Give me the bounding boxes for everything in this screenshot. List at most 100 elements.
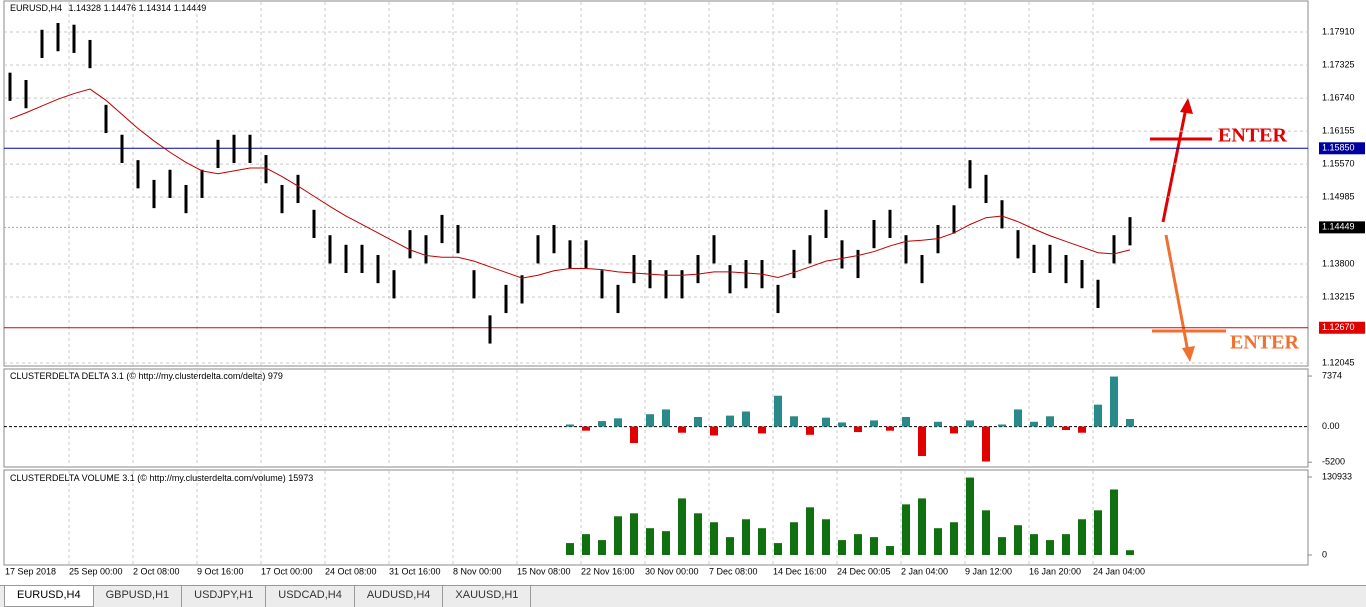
price-bar bbox=[472, 270, 476, 299]
indicator-bar bbox=[582, 534, 590, 555]
x-tick-label: 22 Nov 16:00 bbox=[581, 566, 635, 576]
low: 1.14314 bbox=[139, 3, 172, 13]
indicator-bar bbox=[630, 513, 638, 555]
x-tick-label: 2 Oct 08:00 bbox=[133, 566, 180, 576]
indicator-bar bbox=[566, 424, 574, 427]
annotation: ENTER bbox=[1218, 125, 1287, 147]
x-tick-label: 31 Oct 16:00 bbox=[389, 566, 441, 576]
indicator-bar bbox=[614, 418, 622, 427]
chart-tab[interactable]: GBPUSD,H1 bbox=[94, 586, 183, 607]
y-tick-label: 1.13800 bbox=[1322, 258, 1355, 268]
level-label-box bbox=[1319, 142, 1365, 155]
price-bar bbox=[936, 225, 940, 254]
indicator-bar bbox=[710, 426, 718, 436]
indicator-bar bbox=[742, 411, 750, 427]
current-price-label: 1.14449 bbox=[1322, 222, 1355, 232]
price-bar bbox=[616, 284, 620, 314]
y-tick-label: 1.12045 bbox=[1322, 357, 1355, 367]
indicator-bar bbox=[646, 528, 654, 555]
indicator-bar bbox=[1110, 376, 1118, 427]
x-tick-label: 8 Nov 00:00 bbox=[453, 566, 502, 576]
indicator-bar bbox=[918, 498, 926, 555]
y-tick-label: 1.17910 bbox=[1322, 26, 1355, 36]
price-bar bbox=[1112, 235, 1116, 264]
price-bar bbox=[120, 134, 124, 163]
price-bar bbox=[24, 80, 28, 109]
indicator-bar bbox=[1062, 534, 1070, 555]
chart-tab[interactable]: XAUUSD,H1 bbox=[443, 586, 532, 607]
enter-arrow-up bbox=[1150, 98, 1212, 223]
y-tick-label: 130933 bbox=[1322, 471, 1352, 481]
indicator-bar bbox=[662, 409, 670, 427]
price-bar bbox=[888, 209, 892, 239]
price-bar bbox=[200, 169, 204, 198]
indicator-bar bbox=[822, 417, 830, 427]
price-bar bbox=[312, 209, 316, 239]
x-tick-label: 2 Jan 04:00 bbox=[901, 566, 948, 576]
chart-tab[interactable]: USDJPY,H1 bbox=[182, 586, 267, 607]
price-bar bbox=[40, 29, 44, 58]
level-label-box bbox=[1319, 321, 1365, 334]
price-bar bbox=[392, 270, 396, 299]
price-bar bbox=[600, 270, 604, 299]
price-bar bbox=[872, 219, 876, 249]
price-bar bbox=[456, 225, 460, 254]
level-label: 1.15850 bbox=[1322, 143, 1355, 153]
price-bar bbox=[776, 284, 780, 314]
indicator-name: CLUSTERDELTA DELTA 3.1 (© http://my.clus… bbox=[10, 371, 265, 381]
price-bar bbox=[728, 265, 732, 294]
indicator-bar bbox=[838, 422, 846, 427]
indicator-bar bbox=[790, 522, 798, 555]
y-tick-label: 1.16740 bbox=[1322, 92, 1355, 102]
indicator-bar bbox=[726, 537, 734, 555]
indicator-bar bbox=[902, 416, 910, 427]
indicator-bar bbox=[694, 513, 702, 555]
price-bar bbox=[248, 134, 252, 163]
indicator-bar bbox=[710, 522, 718, 555]
chart-tab[interactable]: EURUSD,H4 bbox=[4, 586, 94, 607]
indicator-bar bbox=[742, 519, 750, 555]
y-tick-label: 1.13215 bbox=[1322, 291, 1355, 301]
indicator-bar bbox=[870, 420, 878, 427]
y-tick-label: 1.16155 bbox=[1322, 125, 1355, 135]
indicator-bar bbox=[566, 543, 574, 555]
price-bar bbox=[8, 72, 12, 101]
chart-tab[interactable]: AUDUSD,H4 bbox=[355, 586, 444, 607]
price-bar bbox=[360, 244, 364, 274]
indicator-bar bbox=[1014, 409, 1022, 427]
price-bar bbox=[168, 169, 172, 198]
indicator-bar bbox=[1046, 416, 1054, 427]
price-bar bbox=[552, 225, 556, 254]
indicator-bar bbox=[1126, 550, 1134, 555]
x-tick-label: 24 Oct 08:00 bbox=[325, 566, 377, 576]
x-tick-label: 24 Dec 00:05 bbox=[837, 566, 891, 576]
price-bar bbox=[344, 244, 348, 274]
indicator-bar bbox=[966, 420, 974, 427]
chart-tab[interactable]: USDCAD,H4 bbox=[266, 586, 355, 607]
indicator-bar bbox=[854, 426, 862, 433]
indicator-bar bbox=[886, 426, 894, 431]
price-bar bbox=[952, 205, 956, 234]
x-tick-label: 30 Nov 00:00 bbox=[645, 566, 699, 576]
tab-bar: EURUSD,H4 GBPUSD,H1 USDJPY,H1 USDCAD,H4 AUDU… bbox=[0, 585, 1366, 607]
price-bar bbox=[1128, 217, 1132, 246]
price-bar bbox=[1000, 200, 1004, 229]
price-bar bbox=[1080, 260, 1084, 289]
indicator-name: CLUSTERDELTA VOLUME 3.1 (© http://my.clu… bbox=[10, 473, 286, 483]
price-bar bbox=[376, 254, 380, 284]
level-label: 1.12670 bbox=[1322, 322, 1355, 332]
indicator-bar bbox=[1078, 426, 1086, 433]
indicator-bar bbox=[1126, 419, 1134, 427]
price-bar bbox=[264, 155, 268, 184]
price-bar bbox=[808, 235, 812, 264]
chart-header: EURUSD,H4 1.14328 1.14476 1.14314 1.1444… bbox=[10, 3, 206, 13]
price-bar bbox=[824, 209, 828, 239]
price-bar bbox=[72, 24, 76, 53]
indicator-bar bbox=[790, 416, 798, 427]
indicator-title: CLUSTERDELTA VOLUME 3.1 (© http://my.clu… bbox=[10, 473, 313, 483]
price-bar bbox=[504, 284, 508, 314]
price-bar bbox=[104, 104, 108, 134]
indicator-bar bbox=[886, 546, 894, 555]
indicator-bar bbox=[774, 395, 782, 427]
indicator-bar bbox=[678, 498, 686, 555]
